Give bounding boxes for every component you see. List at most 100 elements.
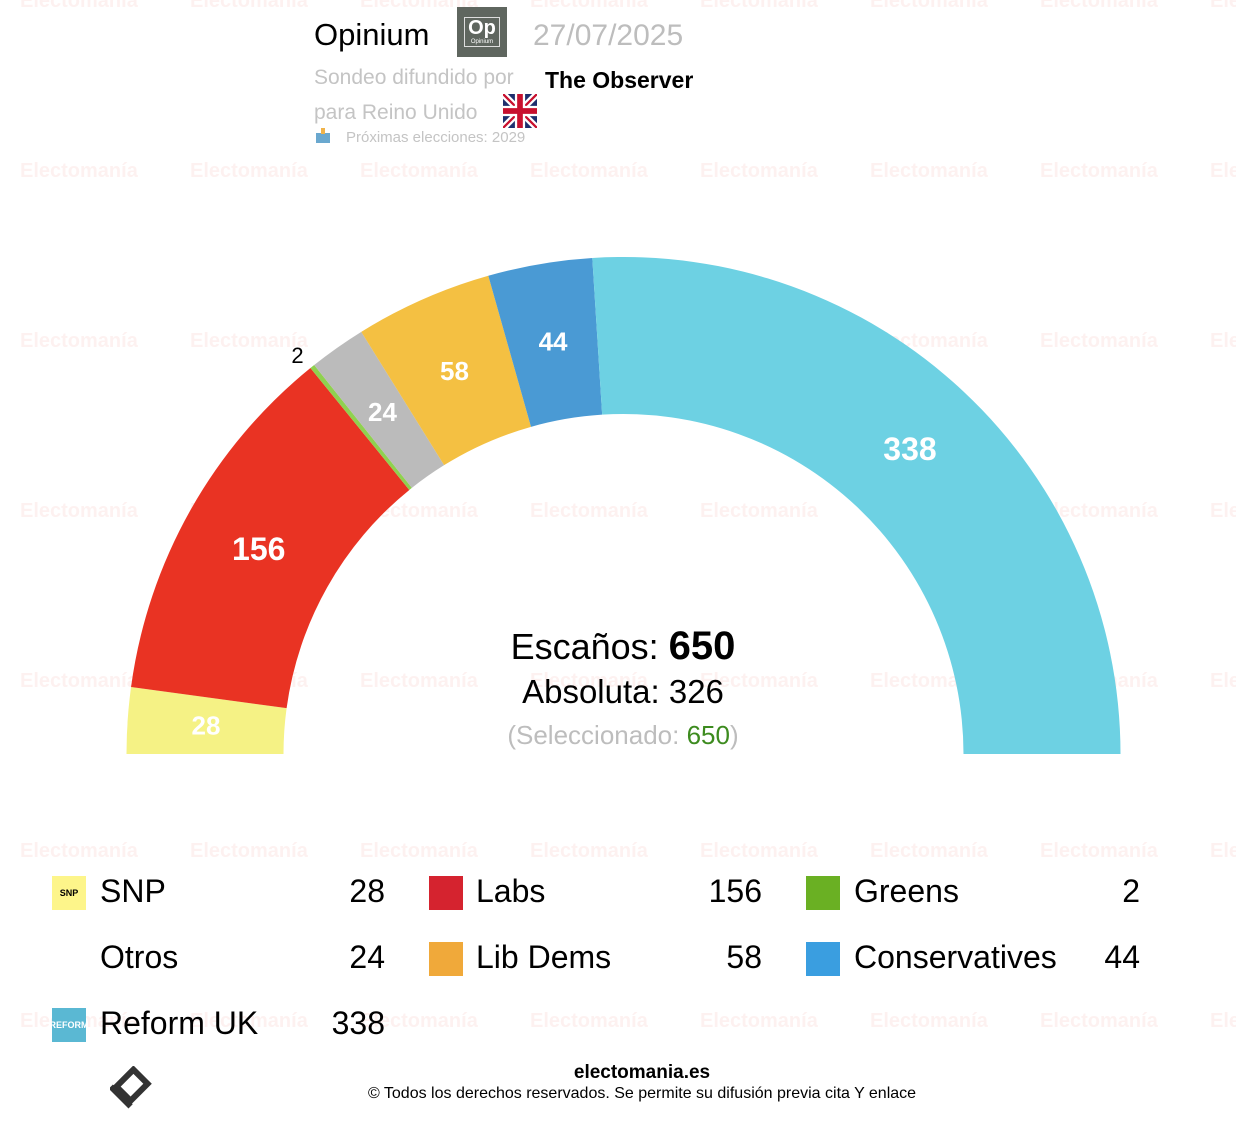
seats-total: 650 — [668, 624, 736, 668]
legend-party-name: Reform UK — [100, 1005, 259, 1041]
legend-party-name: Lib Dems — [476, 939, 612, 975]
watermark: Electomanía — [530, 160, 648, 182]
next-elections: Próximas elecciones: 2029 — [346, 129, 526, 146]
legend-party-seats: 58 — [726, 939, 762, 975]
uk-flag-icon — [503, 94, 537, 128]
seat-segment-greens[interactable] — [310, 365, 412, 490]
watermark: Electomanía — [1040, 500, 1158, 522]
legend-party-name: SNP — [100, 873, 166, 909]
selected-prefix: (Seleccionado: — [507, 720, 687, 750]
watermark: Electomanía — [190, 1010, 308, 1032]
seat-segment-reform-uk[interactable] — [592, 257, 1121, 754]
legend-icon-text: REFORM — [49, 1020, 89, 1030]
conservative-tree-icon — [806, 942, 840, 976]
ballot-box-icon — [315, 128, 331, 144]
watermark: Electomanía — [1040, 1010, 1158, 1032]
selected-line: (Seleccionado: 650) — [423, 720, 823, 751]
watermark: Electomanía — [20, 670, 138, 692]
seat-segment-snp[interactable] — [126, 686, 287, 754]
pollster-logo-text: Op — [468, 17, 496, 39]
labour-rose-icon — [429, 876, 463, 910]
watermark: Electomanía — [190, 0, 308, 12]
seat-segment-labs[interactable] — [131, 368, 410, 709]
watermark: Electomanía — [530, 670, 648, 692]
publisher-name: The Observer — [545, 67, 694, 93]
seat-segment-otros[interactable] — [314, 331, 445, 488]
libdem-bird-icon — [429, 942, 463, 976]
watermark: Electomanía — [1210, 330, 1236, 352]
watermark: Electomanía — [530, 840, 648, 862]
electomania-logo-icon — [110, 1066, 152, 1109]
watermark: Electomanía — [700, 670, 818, 692]
reform-arrow-icon: REFORM — [49, 1008, 89, 1042]
legend-icon-text: SNP — [59, 888, 79, 898]
watermark: Electomanía — [700, 0, 818, 12]
watermark: Electomanía — [530, 0, 648, 12]
legend-party-seats: 44 — [1104, 939, 1140, 975]
snp-logo-icon: SNP — [52, 876, 86, 910]
seat-label: 156 — [232, 531, 285, 567]
seat-segment-conservatives[interactable] — [488, 257, 603, 427]
seats-total-line: Escaños: 650 — [423, 624, 823, 669]
published-by-label: Sondeo difundido por — [314, 66, 514, 89]
watermark: Electomanía — [1040, 160, 1158, 182]
watermark: Electomanía — [20, 500, 138, 522]
majority-line: Absoluta: 326 — [522, 673, 724, 710]
seat-label: 24 — [368, 397, 397, 427]
watermark: Electomanía — [700, 1010, 818, 1032]
watermark: Electomanía — [530, 500, 648, 522]
pollster-logo: Op Opinium — [457, 7, 507, 57]
watermark: Electomanía — [190, 160, 308, 182]
watermark: Electomanía — [870, 840, 988, 862]
watermark: Electomanía — [1040, 840, 1158, 862]
pollster-logo-subtext: Opinium — [470, 39, 494, 45]
footer-site[interactable]: electomania.es — [573, 1062, 711, 1083]
watermark: Electomanía — [360, 0, 478, 12]
watermark: Electomanía — [1210, 0, 1236, 12]
seat-label: 28 — [191, 711, 220, 741]
watermark: Electomanía — [700, 500, 818, 522]
watermark: Electomanía — [870, 1010, 988, 1032]
watermark: Electomanía — [1040, 330, 1158, 352]
legend-party-name: Labs — [476, 873, 546, 909]
seats-label: Escaños: — [510, 626, 659, 667]
seat-label: 2 — [291, 343, 303, 368]
watermark: Electomanía — [1210, 670, 1236, 692]
watermark: Electomanía — [1210, 840, 1236, 862]
watermark: Electomanía — [1210, 500, 1236, 522]
pollster-name: Opinium — [314, 17, 430, 52]
watermark: Electomanía — [1210, 1010, 1236, 1032]
seat-label: 338 — [883, 431, 936, 467]
watermark: Electomanía — [360, 670, 478, 692]
seat-label: 44 — [539, 326, 568, 356]
legend-party-name: Conservatives — [854, 939, 1057, 975]
watermark: Electomanía — [20, 160, 138, 182]
region-label: para Reino Unido — [314, 101, 478, 124]
selected-suffix: ) — [729, 720, 739, 750]
legend-party-seats: 28 — [349, 873, 385, 909]
selected-value: 650 — [686, 720, 730, 750]
watermark: Electomanía — [360, 1010, 478, 1032]
greens-logo-icon — [806, 876, 840, 910]
seat-segment-lib-dems[interactable] — [361, 275, 532, 466]
poll-date: 27/07/2025 — [533, 19, 684, 52]
legend-party-seats: 156 — [708, 873, 762, 909]
watermark: Electomanía — [190, 330, 308, 352]
legend-party-seats: 24 — [349, 939, 385, 975]
watermark: Electomanía — [20, 0, 138, 12]
watermark: Electomanía — [190, 840, 308, 862]
legend-party-name: Otros — [100, 939, 179, 975]
watermark: Electomanía — [1040, 0, 1158, 12]
watermark: Electomanía — [360, 840, 478, 862]
watermark: Electomanía — [870, 0, 988, 12]
watermark: Electomanía — [360, 160, 478, 182]
legend-party-seats: 2 — [1122, 873, 1140, 909]
watermark: Electomanía — [700, 160, 818, 182]
seat-label: 58 — [440, 356, 469, 386]
legend-party-name: Greens — [854, 873, 959, 909]
footer-copyright: © Todos los derechos reservados. Se perm… — [367, 1085, 917, 1102]
watermark: Electomanía — [870, 160, 988, 182]
watermark: Electomanía — [20, 330, 138, 352]
